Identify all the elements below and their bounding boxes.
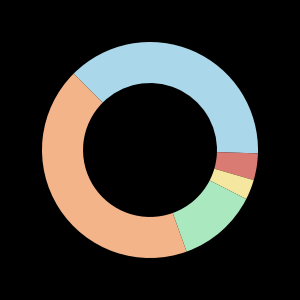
Wedge shape: [42, 74, 187, 258]
Wedge shape: [74, 42, 258, 153]
Wedge shape: [214, 152, 258, 180]
Wedge shape: [210, 169, 254, 199]
Wedge shape: [173, 180, 246, 252]
